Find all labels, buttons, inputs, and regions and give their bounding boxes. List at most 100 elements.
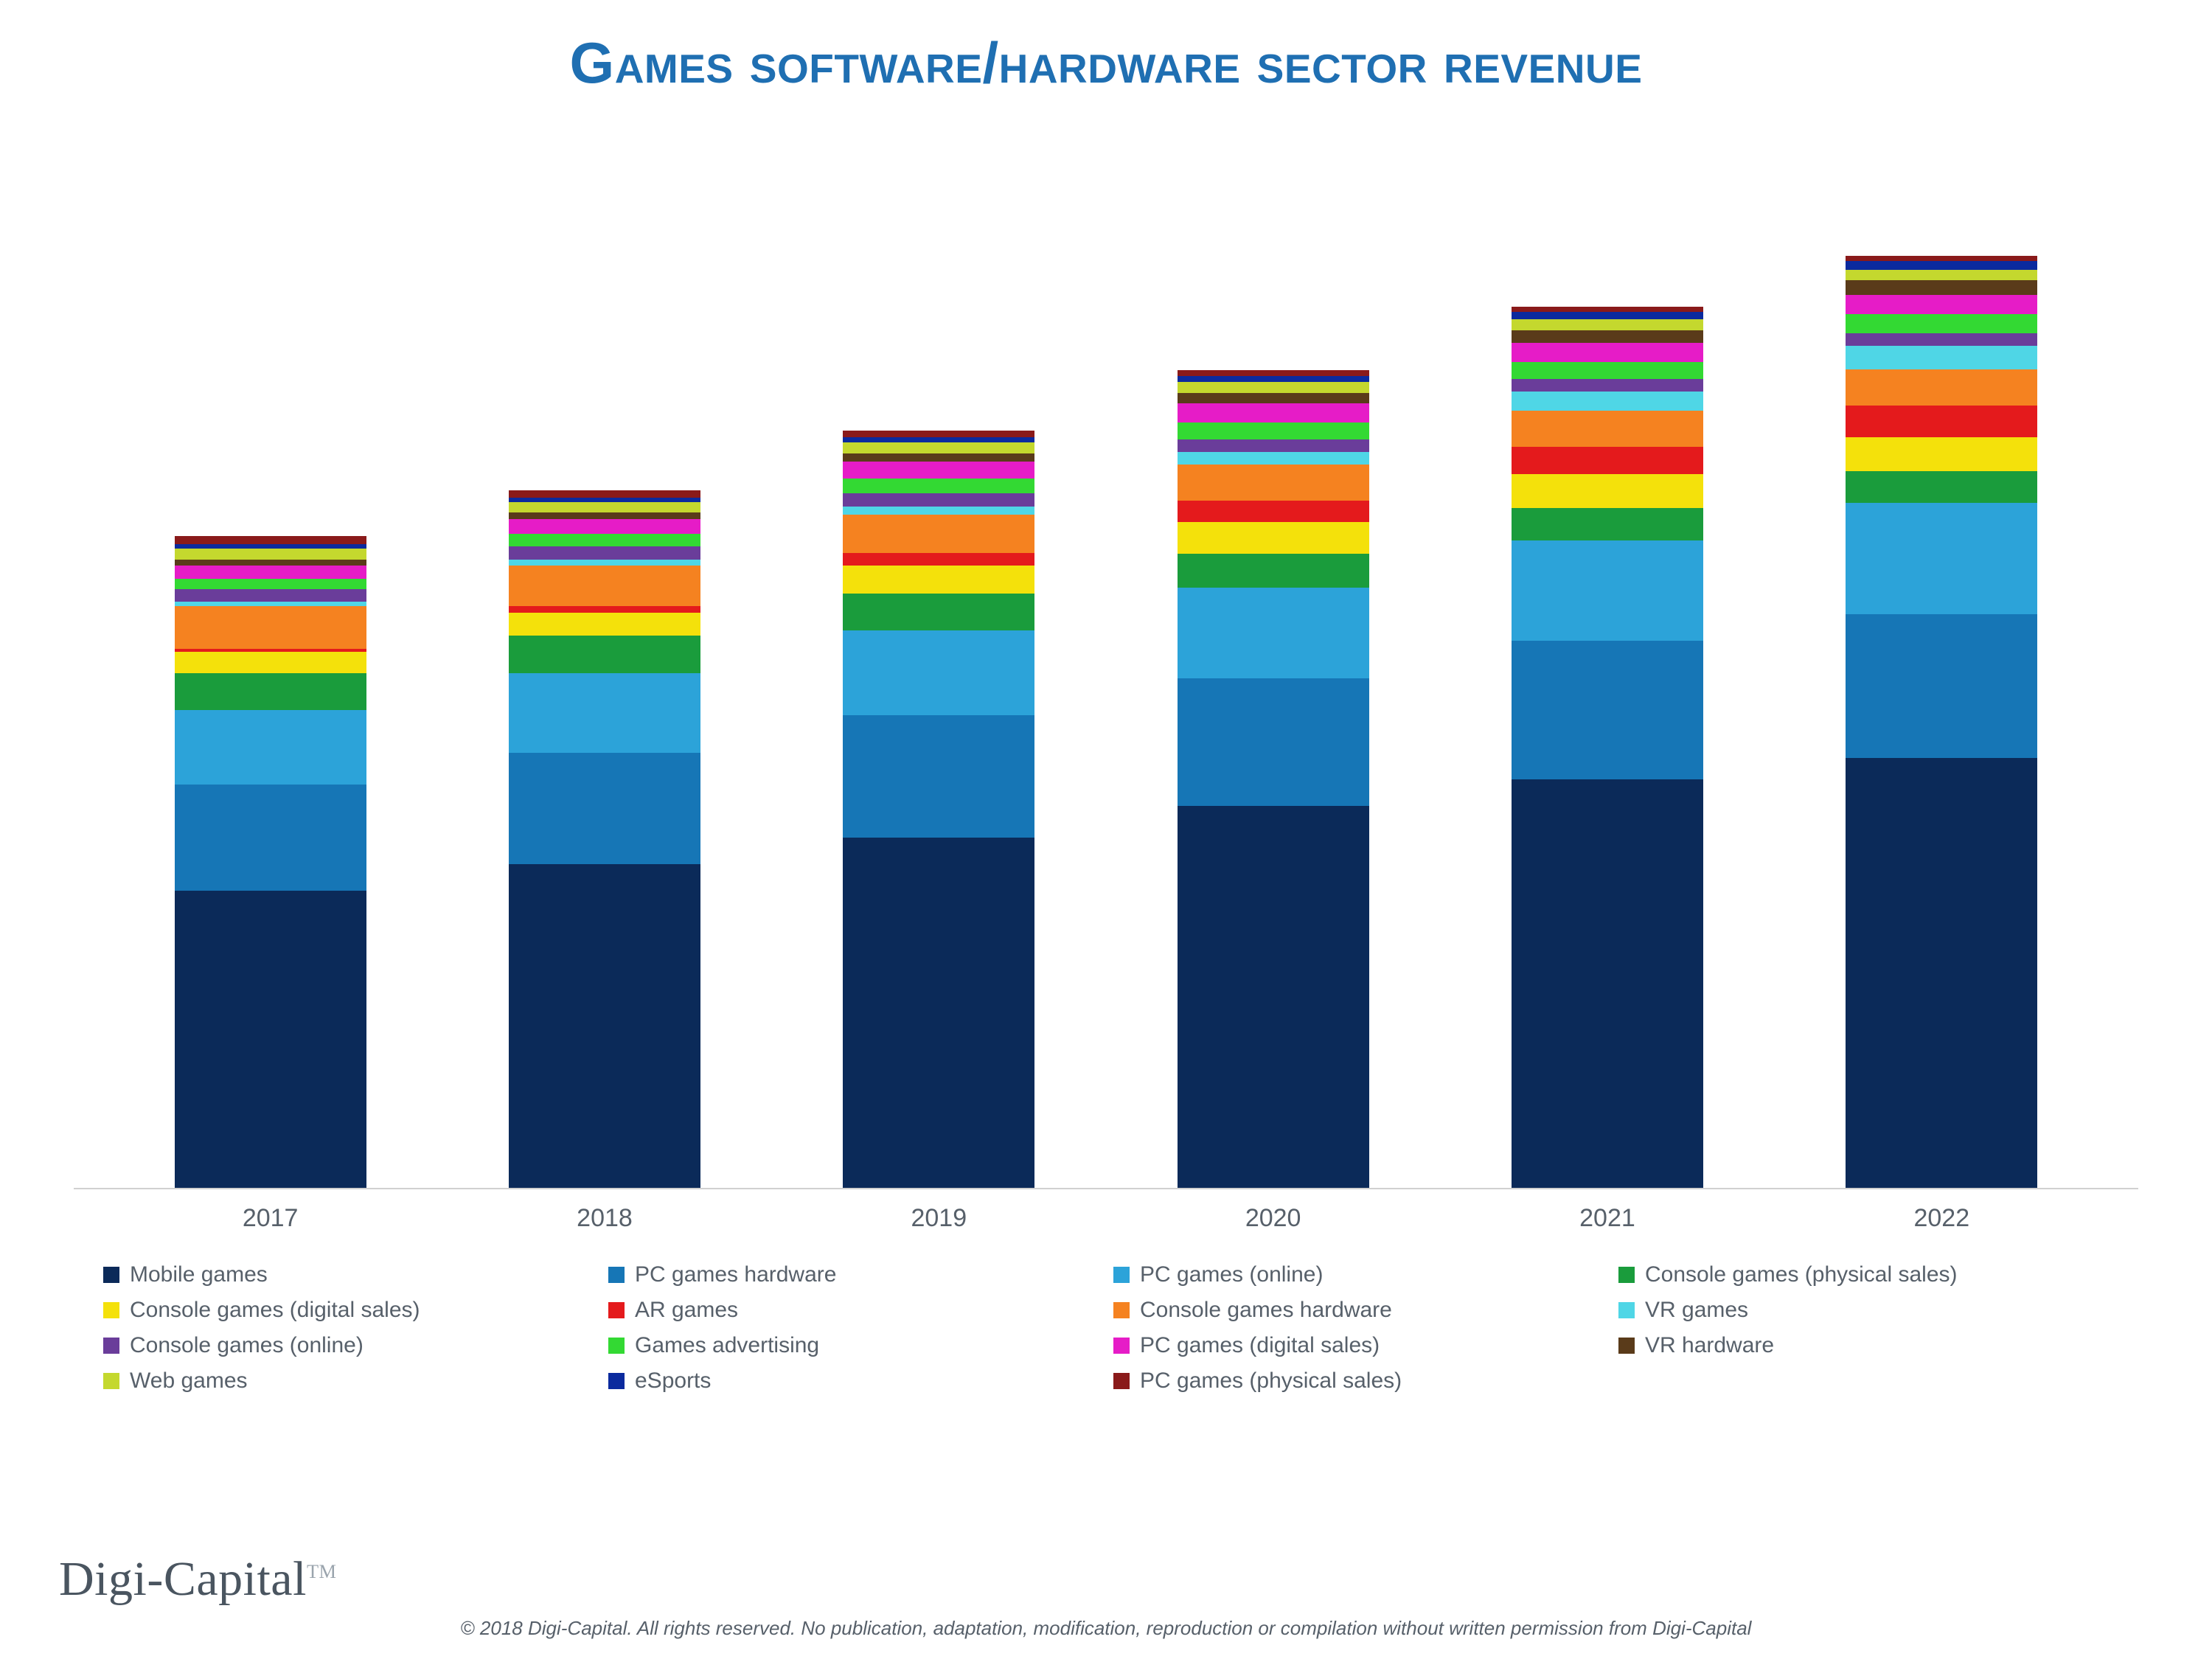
legend: Mobile games PC games hardware PC games (o…	[74, 1233, 2138, 1394]
legend-item-mobile_games: Mobile games	[103, 1262, 594, 1287]
segment-vr_games	[843, 507, 1034, 515]
legend-item-games_advertising: Games advertising	[608, 1333, 1099, 1358]
x-tick-label: 2020	[1178, 1204, 1369, 1233]
bar-2017	[175, 536, 366, 1188]
segment-vr_hardware	[1178, 393, 1369, 403]
segment-pc_games_hardware	[843, 715, 1034, 838]
legend-swatch	[103, 1302, 119, 1318]
legend-swatch	[608, 1338, 625, 1354]
segment-pc_games_online	[509, 673, 700, 753]
segment-pc_physical	[1178, 370, 1369, 375]
segment-console_physical	[175, 673, 366, 710]
legend-swatch	[1618, 1302, 1635, 1318]
segment-pc_games_hardware	[1846, 614, 2037, 757]
segment-console_online	[1846, 333, 2037, 346]
legend-item-pc_games_online: PC games (online)	[1113, 1262, 1604, 1287]
segment-vr_hardware	[175, 560, 366, 566]
segment-pc_digital	[843, 462, 1034, 479]
brand-logo: Digi-CapitalTM	[59, 1551, 337, 1607]
segment-console_hardware	[1846, 369, 2037, 406]
segment-console_physical	[1846, 471, 2037, 503]
segment-ar_games	[1178, 501, 1369, 522]
legend-swatch	[103, 1267, 119, 1283]
segment-vr_hardware	[1846, 280, 2037, 295]
legend-swatch	[608, 1373, 625, 1389]
segment-console_digital	[509, 613, 700, 636]
bar-2022	[1846, 256, 2037, 1188]
legend-item-ar_games: AR games	[608, 1298, 1099, 1323]
segment-pc_physical	[1846, 256, 2037, 261]
segment-vr_games	[509, 560, 700, 566]
legend-item-console_digital: Console games (digital sales)	[103, 1298, 594, 1323]
segment-console_hardware	[175, 606, 366, 649]
segment-console_digital	[1512, 474, 1703, 508]
segment-web_games	[175, 549, 366, 559]
segment-ar_games	[1846, 406, 2037, 437]
segment-pc_games_online	[1846, 503, 2037, 614]
segment-pc_physical	[1512, 307, 1703, 312]
segment-console_physical	[1178, 554, 1369, 588]
bar-2018	[509, 490, 700, 1188]
legend-swatch	[608, 1302, 625, 1318]
legend-item-web_games: Web games	[103, 1368, 594, 1394]
legend-swatch	[1113, 1267, 1130, 1283]
segment-web_games	[1846, 270, 2037, 280]
segment-console_online	[1178, 439, 1369, 452]
legend-item-pc_physical: PC games (physical sales)	[1113, 1368, 1604, 1394]
legend-item-pc_games_hardware: PC games hardware	[608, 1262, 1099, 1287]
segment-mobile_games	[843, 838, 1034, 1188]
segment-ar_games	[1512, 447, 1703, 474]
copyright-text: © 2018 Digi-Capital. All rights reserved…	[0, 1617, 2212, 1640]
segment-pc_physical	[843, 431, 1034, 437]
legend-label: Web games	[130, 1368, 248, 1394]
bar-2019	[843, 431, 1034, 1188]
legend-label: Console games (physical sales)	[1645, 1262, 1958, 1287]
segment-pc_digital	[1846, 295, 2037, 314]
x-tick-label: 2017	[175, 1204, 366, 1233]
segment-mobile_games	[1178, 806, 1369, 1188]
legend-label: Console games (online)	[130, 1333, 364, 1358]
legend-swatch	[103, 1338, 119, 1354]
page: Games software/hardware sector revenue 2…	[0, 0, 2212, 1659]
segment-console_physical	[509, 636, 700, 672]
segment-pc_games_online	[1512, 540, 1703, 641]
segment-console_hardware	[509, 566, 700, 606]
segment-games_advertising	[1178, 422, 1369, 439]
bars-container	[74, 126, 2138, 1188]
legend-label: Games advertising	[635, 1333, 819, 1358]
segment-pc_digital	[509, 519, 700, 534]
segment-console_hardware	[1178, 465, 1369, 501]
x-tick-label: 2022	[1846, 1204, 2037, 1233]
segment-games_advertising	[1512, 362, 1703, 379]
segment-pc_digital	[1512, 343, 1703, 362]
legend-swatch	[103, 1373, 119, 1389]
chart-title: Games software/hardware sector revenue	[74, 29, 2138, 97]
segment-pc_games_hardware	[175, 785, 366, 891]
segment-console_digital	[1846, 437, 2037, 471]
segment-web_games	[1178, 382, 1369, 392]
segment-esports	[843, 437, 1034, 442]
segment-console_digital	[1178, 522, 1369, 554]
legend-label: Console games (digital sales)	[130, 1298, 420, 1323]
legend-item-console_online: Console games (online)	[103, 1333, 594, 1358]
segment-console_digital	[843, 566, 1034, 593]
legend-swatch	[1113, 1302, 1130, 1318]
segment-pc_games_online	[843, 630, 1034, 715]
segment-pc_games_hardware	[1512, 641, 1703, 779]
legend-label: PC games (physical sales)	[1140, 1368, 1402, 1394]
x-axis: 201720182019202020212022	[74, 1189, 2138, 1233]
x-tick-label: 2021	[1512, 1204, 1703, 1233]
segment-web_games	[843, 442, 1034, 453]
segment-vr_hardware	[509, 512, 700, 519]
segment-pc_digital	[175, 566, 366, 578]
brand-text: Digi-Capital	[59, 1552, 307, 1606]
segment-console_physical	[1512, 508, 1703, 540]
segment-console_online	[175, 589, 366, 602]
segment-games_advertising	[509, 534, 700, 546]
segment-console_online	[843, 493, 1034, 506]
legend-label: AR games	[635, 1298, 738, 1323]
segment-pc_physical	[509, 490, 700, 498]
segment-vr_games	[1512, 392, 1703, 411]
segment-mobile_games	[175, 891, 366, 1188]
segment-console_digital	[175, 652, 366, 673]
